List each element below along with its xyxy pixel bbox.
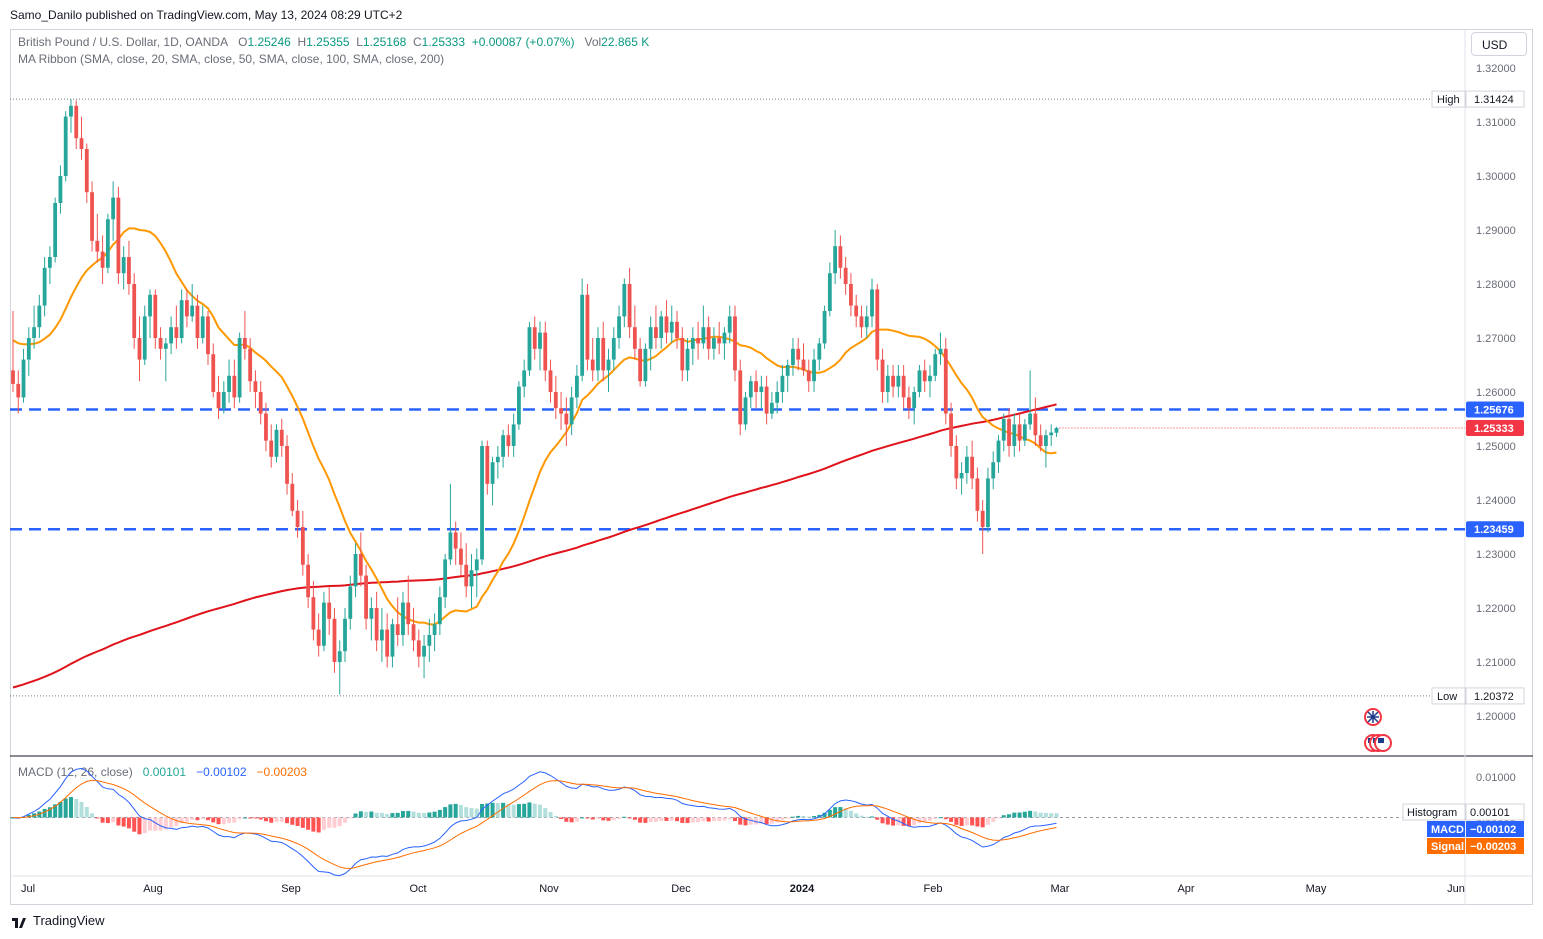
vol-label: Vol: [584, 35, 602, 49]
high-label: H: [297, 35, 307, 49]
chart-frame: [10, 29, 1533, 905]
open-value: 1.25246: [247, 35, 291, 49]
macd-legend: MACD (12, 26, close) 0.00101 −0.00102 −0…: [18, 765, 307, 779]
low-label: L: [356, 35, 363, 49]
publisher-credit: Samo_Danilo published on TradingView.com…: [10, 8, 403, 22]
brand-name: TradingView: [33, 913, 105, 928]
close-label: C: [412, 35, 422, 49]
macd-legend-histogram: 0.00101: [142, 765, 187, 779]
currency-button[interactable]: USD: [1471, 32, 1527, 56]
macd-label[interactable]: MACD (12, 26, close): [18, 765, 133, 779]
symbol-legend: British Pound / U.S. Dollar, 1D, OANDA O…: [18, 35, 649, 49]
tradingview-icon: [12, 916, 28, 928]
macd-legend-macd: −0.00102: [196, 765, 247, 779]
low-value: 1.25168: [362, 35, 407, 49]
macd-legend-signal: −0.00203: [256, 765, 307, 779]
open-label: O: [238, 35, 248, 49]
symbol-name[interactable]: British Pound / U.S. Dollar, 1D, OANDA: [18, 35, 229, 49]
tradingview-logo[interactable]: TradingView: [12, 913, 105, 928]
ma-ribbon-legend[interactable]: MA Ribbon (SMA, close, 20, SMA, close, 5…: [18, 52, 445, 66]
high-value: 1.25355: [306, 35, 350, 49]
change-value: +0.00087 (+0.07%): [471, 35, 575, 49]
close-value: 1.25333: [421, 35, 466, 49]
vol-value: 22.865 K: [601, 35, 650, 49]
